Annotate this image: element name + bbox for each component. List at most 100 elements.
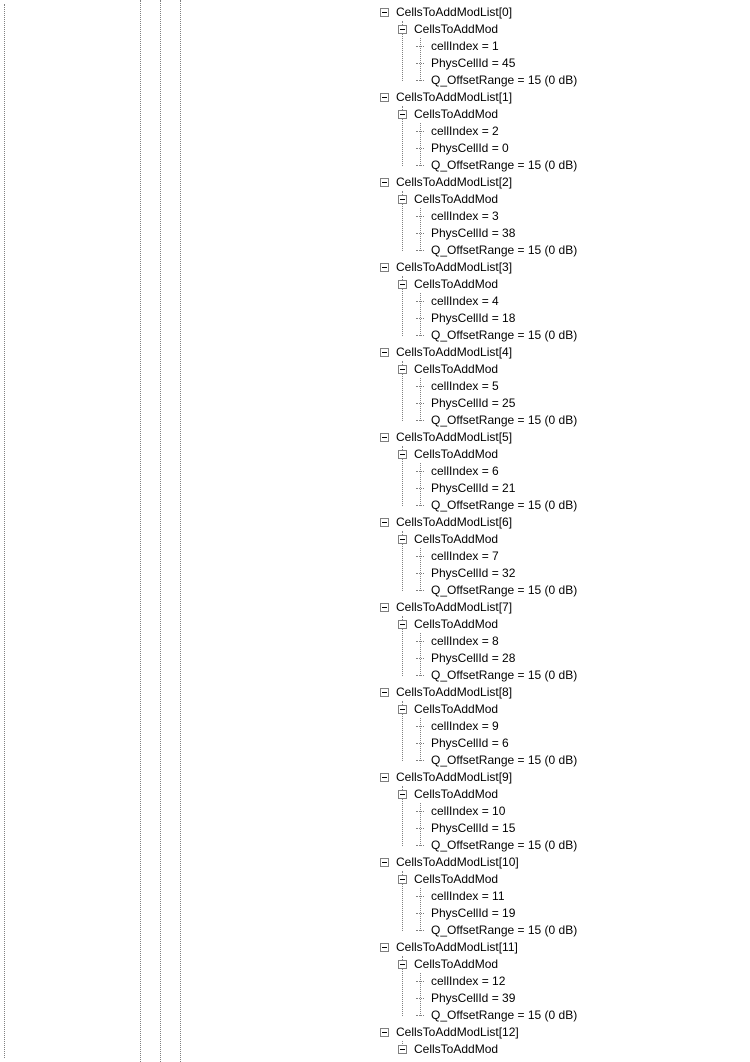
expand-toggle-icon[interactable] [380, 93, 389, 102]
tree-leaf-cellindex[interactable]: cellIndex = 5 [430, 378, 499, 395]
tree-leaf-physcellid[interactable]: PhysCellId = 45 [430, 55, 515, 72]
expand-toggle-icon[interactable] [380, 178, 389, 187]
tree-label-child[interactable]: CellsToAddMod [413, 276, 498, 293]
tree-label-child[interactable]: CellsToAddMod [413, 446, 498, 463]
tree-node-child: CellsToAddModcellIndex = 8PhysCellId = 2… [398, 616, 750, 684]
tree-node-child: CellsToAddModcellIndex = 9PhysCellId = 6… [398, 701, 750, 769]
tree-leaf-physcellid[interactable]: PhysCellId = 25 [430, 395, 515, 412]
expand-toggle-icon[interactable] [380, 8, 389, 17]
tree-leaf-cellindex[interactable]: cellIndex = 7 [430, 548, 499, 565]
tree-leaf-cellindex[interactable]: cellIndex = 10 [430, 803, 505, 820]
tree-label-child[interactable]: CellsToAddMod [413, 956, 498, 973]
tree-label-child[interactable]: CellsToAddMod [413, 21, 498, 38]
expand-toggle-icon[interactable] [398, 195, 407, 204]
tree-leaf-qoffset[interactable]: Q_OffsetRange = 15 (0 dB) [430, 497, 577, 514]
tree-node-list: CellsToAddModList[2]CellsToAddModcellInd… [380, 174, 750, 259]
tree-leaf-qoffset[interactable]: Q_OffsetRange = 15 (0 dB) [430, 1007, 577, 1024]
expand-toggle-icon[interactable] [380, 518, 389, 527]
tree-leaf-physcellid[interactable]: PhysCellId = 21 [430, 480, 515, 497]
tree-leaf-physcellid[interactable]: PhysCellId = 39 [430, 990, 515, 1007]
tree-label-child[interactable]: CellsToAddMod [413, 871, 498, 888]
tree-label-child[interactable]: CellsToAddMod [413, 1041, 498, 1058]
tree-leaf-physcellid[interactable]: PhysCellId = 0 [430, 140, 509, 157]
expand-toggle-icon[interactable] [398, 620, 407, 629]
tree-row: PhysCellId = 21 [416, 480, 750, 497]
tree-row: CellsToAddModList[6] [380, 514, 750, 531]
expand-toggle-icon[interactable] [380, 263, 389, 272]
tree-leaf-physcellid[interactable]: PhysCellId = 38 [430, 225, 515, 242]
expand-toggle-icon[interactable] [398, 280, 407, 289]
tree-label-list[interactable]: CellsToAddModList[4] [395, 344, 512, 361]
tree-label-list[interactable]: CellsToAddModList[6] [395, 514, 512, 531]
tree-leaf-qoffset[interactable]: Q_OffsetRange = 15 (0 dB) [430, 412, 577, 429]
tree-row: Q_OffsetRange = 15 (0 dB) [416, 582, 750, 599]
expand-toggle-icon[interactable] [380, 348, 389, 357]
tree-row: CellsToAddMod [398, 446, 750, 463]
tree-leaf-qoffset[interactable]: Q_OffsetRange = 15 (0 dB) [430, 327, 577, 344]
tree-leaf-cellindex[interactable]: cellIndex = 3 [430, 208, 499, 225]
expand-toggle-icon[interactable] [380, 688, 389, 697]
tree-leaf-qoffset[interactable]: Q_OffsetRange = 15 (0 dB) [430, 582, 577, 599]
tree-leaf-cellindex[interactable]: cellIndex = 4 [430, 293, 499, 310]
tree-leaf-qoffset[interactable]: Q_OffsetRange = 15 (0 dB) [430, 157, 577, 174]
tree-label-list[interactable]: CellsToAddModList[0] [395, 4, 512, 21]
tree-leaf-physcellid[interactable]: PhysCellId = 18 [430, 310, 515, 327]
tree-leaf-qoffset[interactable]: Q_OffsetRange = 15 (0 dB) [430, 667, 577, 684]
tree-row: PhysCellId = 45 [416, 55, 750, 72]
tree-leaf-physcellid[interactable]: PhysCellId = 15 [430, 820, 515, 837]
tree-label-child[interactable]: CellsToAddMod [413, 701, 498, 718]
tree-leaf-qoffset[interactable]: Q_OffsetRange = 15 (0 dB) [430, 752, 577, 769]
expand-toggle-icon[interactable] [380, 773, 389, 782]
tree-label-list[interactable]: CellsToAddModList[10] [395, 854, 519, 871]
tree-leaf-cellindex[interactable]: cellIndex = 9 [430, 718, 499, 735]
tree-label-child[interactable]: CellsToAddMod [413, 616, 498, 633]
tree-leaf-cellindex[interactable]: cellIndex = 1 [430, 38, 499, 55]
tree-label-child[interactable]: CellsToAddMod [413, 361, 498, 378]
tree-node-list: CellsToAddModList[4]CellsToAddModcellInd… [380, 344, 750, 429]
tree-node-list: CellsToAddModList[1]CellsToAddModcellInd… [380, 89, 750, 174]
expand-toggle-icon[interactable] [398, 790, 407, 799]
tree-leaf-physcellid[interactable]: PhysCellId = 32 [430, 565, 515, 582]
tree-leaf-physcellid[interactable]: PhysCellId = 28 [430, 650, 515, 667]
tree-leaf-cellindex[interactable]: cellIndex = 6 [430, 463, 499, 480]
tree-leaf-cellindex[interactable]: cellIndex = 11 [430, 888, 505, 905]
expand-toggle-icon[interactable] [398, 110, 407, 119]
expand-toggle-icon[interactable] [380, 858, 389, 867]
expand-toggle-icon[interactable] [398, 450, 407, 459]
tree-label-child[interactable]: CellsToAddMod [413, 191, 498, 208]
tree-row: CellsToAddModList[8] [380, 684, 750, 701]
tree-label-list[interactable]: CellsToAddModList[11] [395, 939, 518, 956]
tree-leaf-cellindex[interactable]: cellIndex = 8 [430, 633, 499, 650]
tree-leaf-cellindex[interactable]: cellIndex = 2 [430, 123, 499, 140]
tree-leaf-qoffset[interactable]: Q_OffsetRange = 15 (0 dB) [430, 72, 577, 89]
expand-toggle-icon[interactable] [380, 433, 389, 442]
tree-label-list[interactable]: CellsToAddModList[2] [395, 174, 512, 191]
expand-toggle-icon[interactable] [398, 25, 407, 34]
tree-leaf-qoffset[interactable]: Q_OffsetRange = 15 (0 dB) [430, 922, 577, 939]
tree-label-list[interactable]: CellsToAddModList[5] [395, 429, 512, 446]
expand-toggle-icon[interactable] [398, 365, 407, 374]
tree-row: CellsToAddModList[4] [380, 344, 750, 361]
tree-label-list[interactable]: CellsToAddModList[7] [395, 599, 512, 616]
tree-label-list[interactable]: CellsToAddModList[1] [395, 89, 512, 106]
expand-toggle-icon[interactable] [398, 535, 407, 544]
tree-label-child[interactable]: CellsToAddMod [413, 531, 498, 548]
tree-label-list[interactable]: CellsToAddModList[12] [395, 1024, 519, 1041]
tree-leaf-cellindex[interactable]: cellIndex = 12 [430, 973, 505, 990]
tree-leaf-physcellid[interactable]: PhysCellId = 19 [430, 905, 515, 922]
expand-toggle-icon[interactable] [398, 875, 407, 884]
tree-label-list[interactable]: CellsToAddModList[9] [395, 769, 512, 786]
tree-label-list[interactable]: CellsToAddModList[8] [395, 684, 512, 701]
expand-toggle-icon[interactable] [380, 603, 389, 612]
expand-toggle-icon[interactable] [398, 960, 407, 969]
expand-toggle-icon[interactable] [398, 1045, 407, 1054]
tree-leaf-qoffset[interactable]: Q_OffsetRange = 15 (0 dB) [430, 837, 577, 854]
tree-label-child[interactable]: CellsToAddMod [413, 106, 498, 123]
expand-toggle-icon[interactable] [380, 943, 389, 952]
expand-toggle-icon[interactable] [398, 705, 407, 714]
tree-leaf-qoffset[interactable]: Q_OffsetRange = 15 (0 dB) [430, 242, 577, 259]
tree-label-child[interactable]: CellsToAddMod [413, 786, 498, 803]
expand-toggle-icon[interactable] [380, 1028, 389, 1037]
tree-label-list[interactable]: CellsToAddModList[3] [395, 259, 512, 276]
tree-leaf-physcellid[interactable]: PhysCellId = 6 [430, 735, 509, 752]
